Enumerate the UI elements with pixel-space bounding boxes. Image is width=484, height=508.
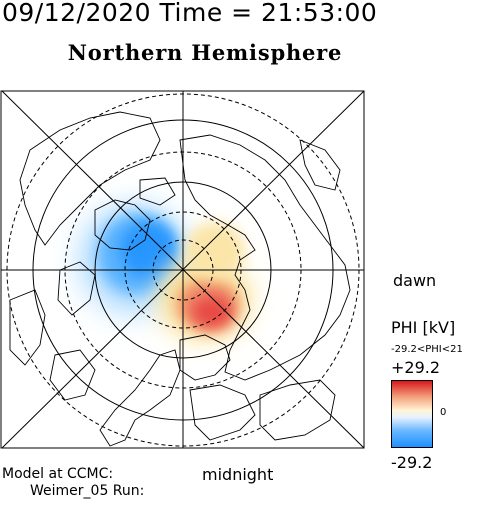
colorbar xyxy=(391,380,433,448)
negative-potential-cell xyxy=(72,204,188,320)
colorbar-zero-label: 0 xyxy=(440,407,447,418)
colorbar-title: PHI [kV] xyxy=(391,318,456,337)
model-line-2: Weimer_05 Run: xyxy=(30,483,145,499)
midnight-label: midnight xyxy=(202,465,274,484)
colorbar-range: -29.2<PHI<21 xyxy=(391,344,463,355)
coastlines xyxy=(9,111,351,447)
positive-potential-cell xyxy=(160,222,250,340)
model-line-1: Model at CCMC: xyxy=(2,466,114,482)
colorbar-max-label: +29.2 xyxy=(391,358,441,377)
colorbar-min-label: -29.2 xyxy=(391,453,433,472)
timestamp: 09/12/2020 Time = 21:53:00 xyxy=(2,0,378,27)
meridian-lines xyxy=(1,91,364,448)
map-title: Northern Hemisphere xyxy=(67,40,343,65)
dawn-label: dawn xyxy=(393,271,437,290)
